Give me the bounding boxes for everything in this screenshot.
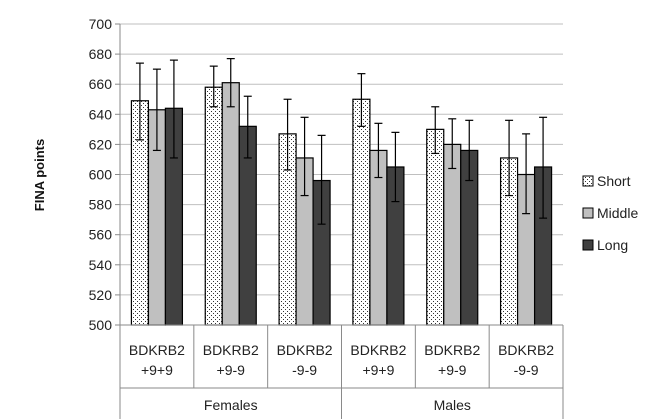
y-tick-label: 580 xyxy=(89,197,113,213)
axes xyxy=(115,23,564,419)
axis-labels: 500 520 540 560 580 600 620 640 660 680 700 BDKRB2 +… xyxy=(89,16,555,413)
bar-short xyxy=(352,98,371,326)
category-label-line2: +9-9 xyxy=(217,362,246,378)
y-tick-label: 500 xyxy=(89,317,113,333)
bars xyxy=(130,82,553,326)
y-tick-label: 700 xyxy=(89,16,113,32)
y-tick-label: 540 xyxy=(89,257,113,273)
category-label-line2: +9-9 xyxy=(438,362,467,378)
legend-label-short: Short xyxy=(597,173,631,189)
y-tick-label: 620 xyxy=(89,136,113,152)
bar-short xyxy=(426,128,445,326)
legend: Short Middle Long xyxy=(582,173,638,253)
category-label-line1: BDKRB2 xyxy=(277,342,333,358)
category-label-line1: BDKRB2 xyxy=(203,342,259,358)
legend-label-middle: Middle xyxy=(597,205,638,221)
group-label: Males xyxy=(434,397,471,413)
legend-swatch-short xyxy=(582,175,594,187)
y-tick-label: 640 xyxy=(89,106,113,122)
bar-middle xyxy=(221,82,240,326)
y-tick-label: 520 xyxy=(89,287,113,303)
category-label-line1: BDKRB2 xyxy=(129,342,185,358)
y-tick-label: 600 xyxy=(89,167,113,183)
legend-label-long: Long xyxy=(597,237,628,253)
category-label-line1: BDKRB2 xyxy=(424,342,480,358)
category-label-line2: -9-9 xyxy=(514,362,539,378)
category-label-line2: +9+9 xyxy=(362,362,394,378)
category-label-line2: +9+9 xyxy=(141,362,173,378)
gridlines xyxy=(120,23,563,296)
category-label-line2: -9-9 xyxy=(292,362,317,378)
y-axis-label: FINA points xyxy=(32,139,47,211)
group-label: Females xyxy=(204,397,258,413)
y-tick-label: 660 xyxy=(89,76,113,92)
bar-short xyxy=(204,86,223,326)
error-bars xyxy=(135,58,548,225)
category-label-line1: BDKRB2 xyxy=(350,342,406,358)
bar-middle xyxy=(443,143,462,326)
category-label-line1: BDKRB2 xyxy=(498,342,554,358)
legend-swatch-long xyxy=(582,239,594,251)
y-tick-label: 560 xyxy=(89,227,113,243)
legend-swatch-middle xyxy=(582,207,594,219)
y-tick-label: 680 xyxy=(89,46,113,62)
